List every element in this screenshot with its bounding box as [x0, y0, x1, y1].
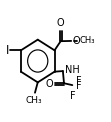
Text: F: F	[76, 81, 82, 91]
Text: O: O	[57, 19, 64, 29]
Text: I: I	[6, 44, 9, 57]
Text: O: O	[45, 79, 53, 89]
Text: CH₃: CH₃	[80, 36, 95, 45]
Text: CH₃: CH₃	[26, 96, 42, 105]
Text: F: F	[76, 76, 81, 86]
Text: F: F	[70, 92, 76, 101]
Text: NH: NH	[65, 65, 80, 75]
Text: O: O	[72, 36, 80, 46]
